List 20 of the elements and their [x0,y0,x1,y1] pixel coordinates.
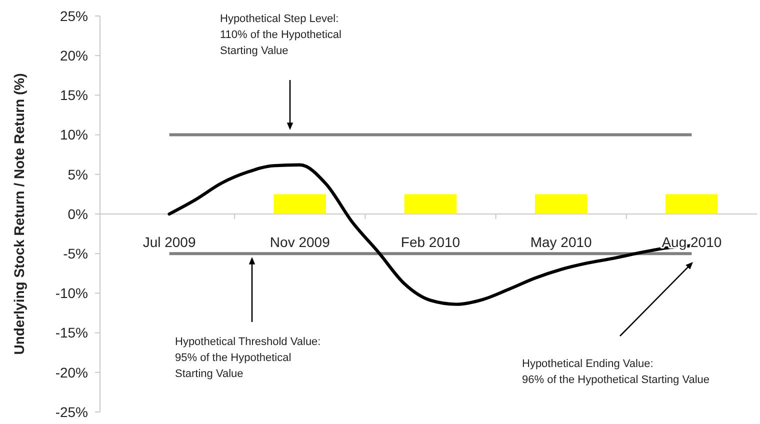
y-tick-label: 10% [60,126,88,143]
x-tick-label: Jul 2009 [142,234,196,250]
x-tick-label: Feb 2010 [400,234,460,250]
annotation: Hypothetical Ending Value: 96% of the Hypothetical Starting Value [522,358,710,386]
y-tick-label: 20% [60,48,88,64]
y-tick-label: 25% [60,8,88,24]
y-axis-title: Underlying Stock Return / Note Return (%) [11,73,27,355]
y-tick-label: 5% [68,166,88,182]
annotation: Hypothetical Step Level: 110% of the Hypothetical Starting Value [220,12,342,57]
y-tick-label: 15% [60,87,88,104]
y-tick-label: -5% [63,246,88,262]
x-tick-label: Nov 2009 [270,234,330,250]
annotation: Hypothetical Threshold Value: 95% of the Hypothetical Starting Value [175,336,321,380]
y-tick-label: -15% [55,324,88,341]
y-tick-label: -20% [55,364,88,380]
x-tick-label: Aug 2010 [662,234,722,250]
y-tick-label: 0% [68,206,88,222]
y-tick-label: -25% [55,404,88,420]
x-tick-label: May 2010 [530,234,592,250]
y-tick-label: -10% [55,285,88,302]
